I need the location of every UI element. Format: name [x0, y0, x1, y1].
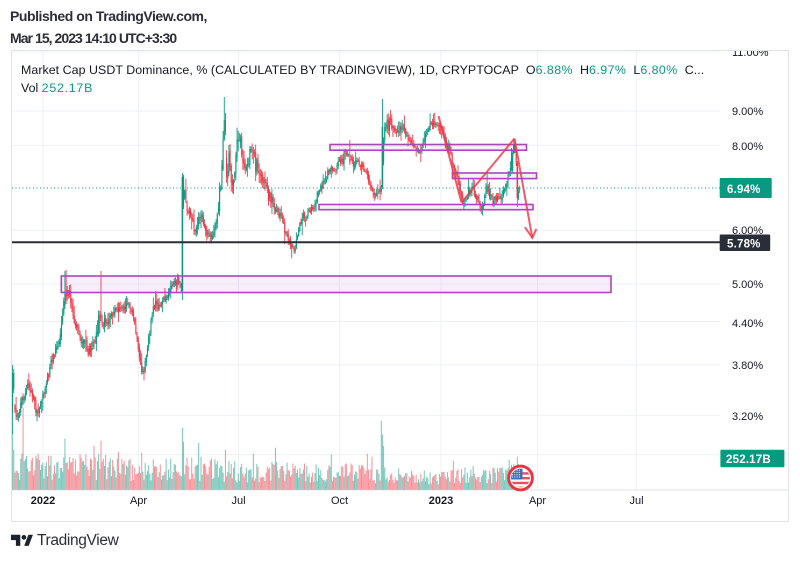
- svg-text:4.40%: 4.40%: [732, 318, 763, 330]
- svg-text:252.17B: 252.17B: [726, 454, 771, 466]
- svg-text:Jul: Jul: [231, 495, 245, 507]
- svg-text:8.00%: 8.00%: [732, 141, 763, 153]
- svg-text:5.00%: 5.00%: [732, 279, 763, 291]
- svg-text:3.20%: 3.20%: [732, 411, 763, 423]
- svg-text:Apr: Apr: [529, 495, 546, 507]
- svg-text:2022: 2022: [31, 495, 55, 507]
- svg-text:5.78%: 5.78%: [727, 239, 761, 251]
- svg-text:Oct: Oct: [331, 495, 348, 507]
- svg-text:2023: 2023: [429, 495, 453, 507]
- svg-text:6.00%: 6.00%: [732, 225, 763, 237]
- svg-text:9.00%: 9.00%: [732, 106, 763, 118]
- svg-text:11.00%: 11.00%: [732, 51, 769, 59]
- svg-text:3.80%: 3.80%: [732, 360, 763, 372]
- svg-text:6.94%: 6.94%: [727, 184, 761, 196]
- svg-text:Jul: Jul: [629, 495, 643, 507]
- svg-text:Apr: Apr: [130, 495, 147, 507]
